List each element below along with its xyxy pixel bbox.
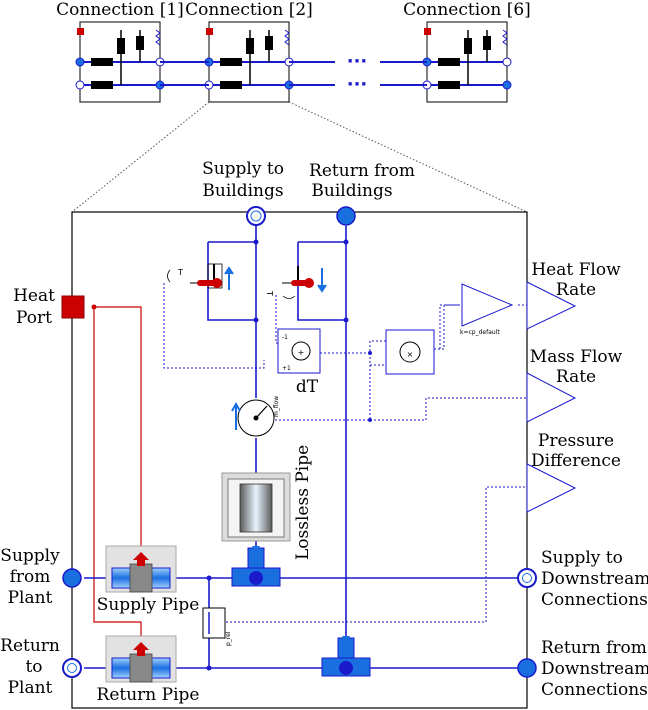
pressure-difference-label-2: Difference <box>531 451 621 471</box>
mass-flow-sensor[interactable]: m_flow <box>231 396 280 437</box>
heat-junction-dot <box>91 304 97 310</box>
connection-2-label: Connection [2] <box>185 0 313 20</box>
return-temperature-sensor[interactable]: T <box>265 266 327 299</box>
supply-from-plant-label-3: Plant <box>8 588 53 608</box>
return-from-downstream-label-2: Downstream <box>541 659 648 679</box>
heat-port-label-2: Port <box>16 308 52 328</box>
heat-port[interactable] <box>61 295 85 319</box>
add-sign-plus: +1 <box>282 365 291 372</box>
supply-to-downstream-label-3: Connections <box>541 590 648 610</box>
mass-flow-rate-label-1: Mass Flow <box>530 347 623 367</box>
add-symbol: + <box>298 348 305 357</box>
heat-flow-rate-label-2: Rate <box>556 280 596 300</box>
zoom-line-right <box>288 101 528 213</box>
ellipsis-row-1: ··· <box>347 51 368 72</box>
flow-arrow-up-icon <box>231 401 241 430</box>
supply-from-plant-port[interactable] <box>62 568 82 588</box>
zoom-line-left <box>71 101 210 213</box>
return-junction[interactable] <box>321 636 371 677</box>
return-pipe-label: Return Pipe <box>97 685 200 705</box>
heat-port-icon <box>77 28 84 35</box>
ellipsis-row-2: ··· <box>347 74 368 95</box>
supply-to-downstream-label-1: Supply to <box>541 548 623 568</box>
return-pipe[interactable]: Return Pipe <box>97 635 200 705</box>
connection-6-label: Connection [6] <box>403 0 531 20</box>
mass-flow-rate-label-2: Rate <box>556 367 596 387</box>
return-from-downstream-port[interactable] <box>517 658 537 678</box>
return-from-buildings-port[interactable] <box>336 206 356 226</box>
return-to-plant-label-1: Return <box>0 636 60 656</box>
mass-flow-rate-output[interactable] <box>526 372 577 423</box>
supply-pipe[interactable]: Supply Pipe <box>97 545 200 615</box>
gain-block[interactable]: k=cp_default <box>460 283 514 336</box>
supply-to-buildings-label-1: Supply to <box>202 159 284 179</box>
supply-to-buildings-label-2: Buildings <box>202 181 283 201</box>
add-sign-minus: -1 <box>282 334 288 341</box>
p-rel-label: p_rel <box>225 631 232 646</box>
flow-arrow-down-icon <box>317 268 327 293</box>
lossless-pipe-label: Lossless Pipe <box>293 445 313 560</box>
dT-add-block[interactable]: + -1 +1 dT <box>277 328 321 397</box>
connection-1-label: Connection [1] <box>56 0 184 20</box>
pressure-difference-label-1: Pressure <box>538 431 614 451</box>
return-to-plant-label-2: to <box>25 657 42 677</box>
heat-port-label-1: Heat <box>13 286 55 306</box>
supply-from-plant-label-1: Supply <box>0 546 60 566</box>
signal-lines <box>163 283 530 623</box>
supply-junction[interactable] <box>231 546 281 587</box>
heat-flow-rate-output[interactable] <box>526 281 577 330</box>
supply-to-downstream-label-2: Downstream <box>541 569 648 589</box>
multiply-symbol: × <box>407 350 414 359</box>
heat-flow-rate-label-1: Heat Flow <box>531 260 621 280</box>
lossless-pipe[interactable]: Lossless Pipe <box>221 445 313 560</box>
supply-pipe-label: Supply Pipe <box>97 595 200 615</box>
return-from-downstream-label-1: Return from <box>541 638 647 658</box>
supply-temp-label: T <box>177 268 183 277</box>
top-connection-6[interactable] <box>422 21 512 103</box>
heat-port-icon <box>206 28 213 35</box>
pressure-difference-output[interactable] <box>526 463 577 513</box>
multiply-block[interactable]: × <box>385 329 435 375</box>
connection-detail-box <box>71 211 528 709</box>
return-temp-label: T <box>265 290 274 296</box>
supply-temperature-sensor[interactable]: T <box>167 263 234 290</box>
return-from-downstream-label-3: Connections <box>541 680 648 700</box>
dT-label: dT <box>296 377 319 397</box>
m-flow-label: m_flow <box>273 396 280 417</box>
heat-lines <box>93 306 142 647</box>
gain-param: k=cp_default <box>460 329 500 336</box>
pressure-sensor[interactable]: p_rel <box>202 607 232 646</box>
return-from-buildings-label-1: Return from <box>309 161 415 181</box>
top-connection-1[interactable] <box>75 21 165 103</box>
top-connection-2[interactable] <box>204 21 294 103</box>
return-to-plant-label-3: Plant <box>8 678 53 698</box>
return-from-buildings-label-2: Buildings <box>311 181 392 201</box>
heat-port-icon <box>424 28 431 35</box>
flow-arrow-up-icon <box>224 266 234 290</box>
supply-from-plant-label-2: from <box>10 567 51 587</box>
